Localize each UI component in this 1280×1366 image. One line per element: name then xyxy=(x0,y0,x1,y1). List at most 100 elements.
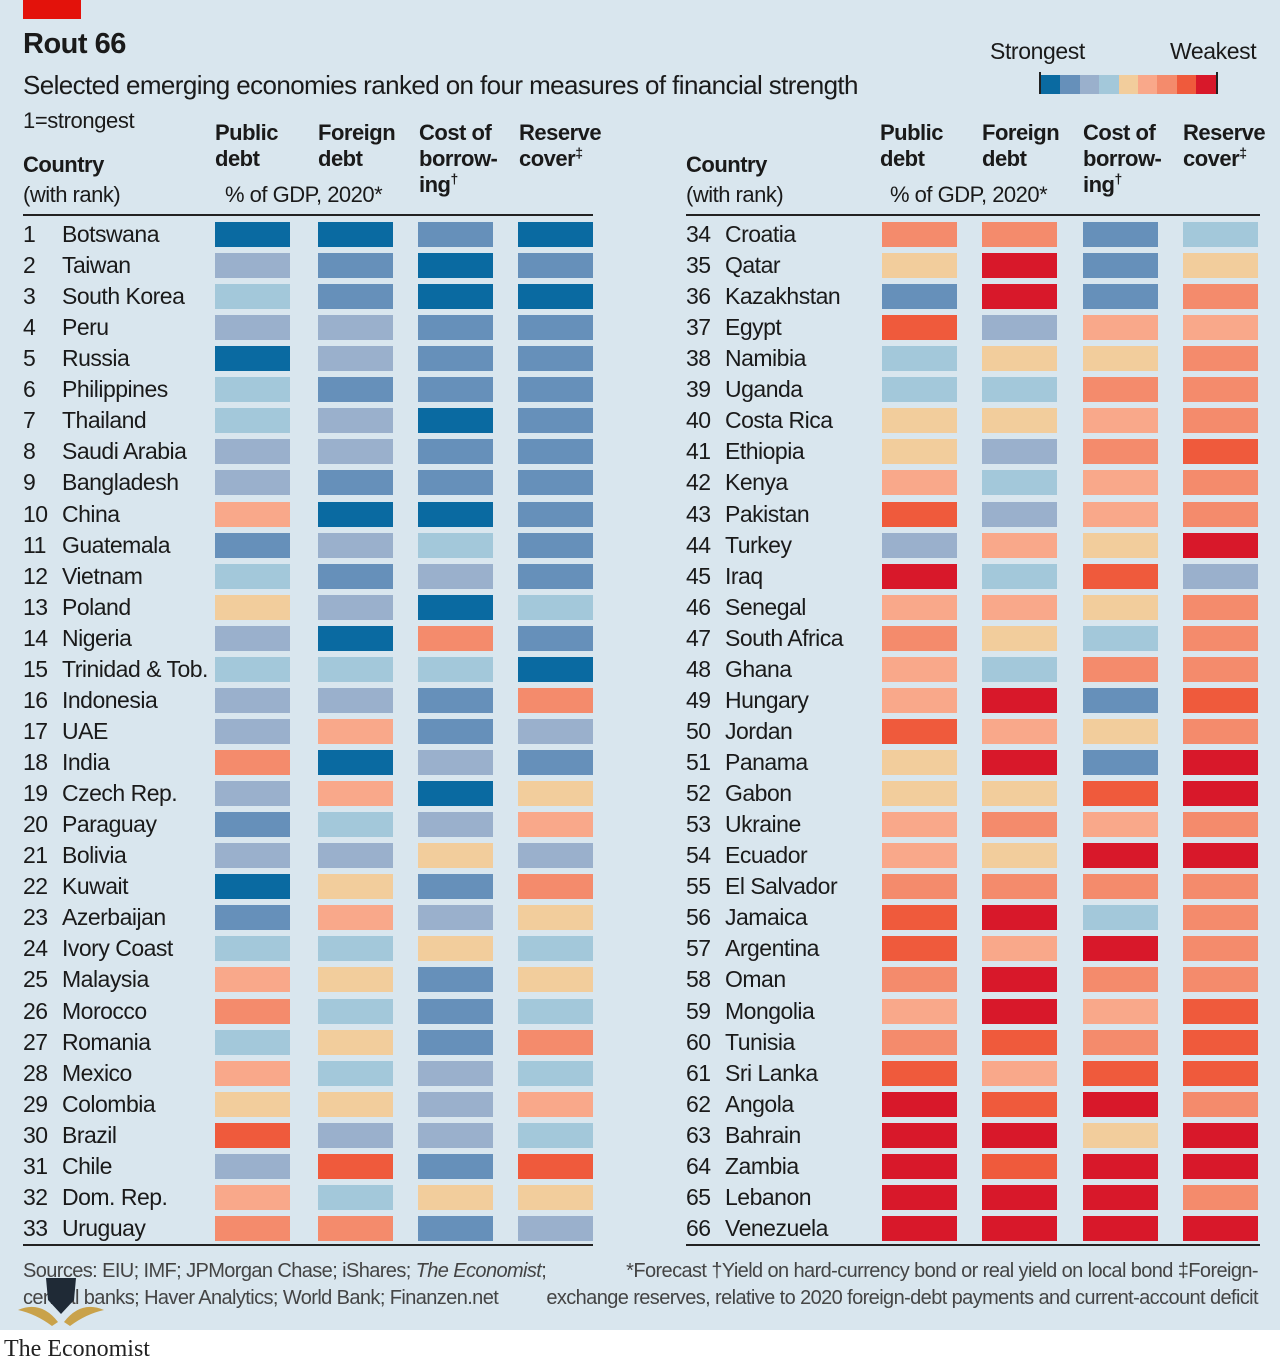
double-dagger-mark: ‡ xyxy=(1239,144,1247,161)
heat-cell-reserve-cover xyxy=(1183,967,1258,993)
row-rank: 41 xyxy=(686,438,711,465)
row-country: Argentina xyxy=(725,935,819,962)
row-rank: 12 xyxy=(23,562,48,589)
row-country: Romania xyxy=(62,1028,151,1055)
row-rank: 16 xyxy=(23,686,48,713)
header-public-debt-line2: debt xyxy=(215,146,260,171)
brand-label: The Economist xyxy=(4,1336,150,1362)
row-country: Tunisia xyxy=(725,1028,795,1055)
table-row: 42 Kenya xyxy=(686,468,1260,499)
table-row: 66 Venezuela xyxy=(686,1214,1260,1245)
heat-cell-cost-of-borrowing xyxy=(1083,532,1158,558)
row-country: Kenya xyxy=(725,469,788,496)
table-row: 18 India xyxy=(23,748,593,779)
heat-cell-reserve-cover xyxy=(1183,594,1258,620)
row-rank: 15 xyxy=(23,655,48,682)
table-row: 31 Chile xyxy=(23,1152,593,1183)
row-rank: 7 xyxy=(23,407,36,434)
row-country: Azerbaijan xyxy=(62,904,166,931)
heat-cell-public-debt xyxy=(882,1184,957,1210)
heat-cell-cost-of-borrowing xyxy=(418,1184,493,1210)
header-public-debt-line1: Public xyxy=(215,120,279,145)
heat-cell-public-debt xyxy=(882,967,957,993)
row-rank: 31 xyxy=(23,1152,48,1179)
heat-cell-public-debt xyxy=(215,346,290,372)
heat-cell-reserve-cover xyxy=(518,874,593,900)
row-country: Ecuador xyxy=(725,842,808,869)
legend-swatch xyxy=(1099,75,1119,94)
heat-cell-foreign-debt xyxy=(982,532,1057,558)
heat-cell-reserve-cover xyxy=(1183,998,1258,1024)
row-country: Ethiopia xyxy=(725,438,805,465)
row-country: Pakistan xyxy=(725,500,810,527)
heat-cell-cost-of-borrowing xyxy=(418,874,493,900)
table-row: 65 Lebanon xyxy=(686,1183,1260,1214)
row-rank: 25 xyxy=(23,966,48,993)
heat-cell-reserve-cover xyxy=(518,625,593,651)
table-row: 30 Brazil xyxy=(23,1121,593,1152)
table-row: 56 Jamaica xyxy=(686,903,1260,934)
heat-cell-reserve-cover xyxy=(518,253,593,279)
heat-cell-reserve-cover xyxy=(1183,253,1258,279)
table-row: 17 UAE xyxy=(23,717,593,748)
heat-cell-public-debt xyxy=(882,1091,957,1117)
row-rank: 51 xyxy=(686,749,711,776)
table-row: 52 Gabon xyxy=(686,779,1260,810)
heat-cell-foreign-debt xyxy=(318,936,393,962)
heat-cell-cost-of-borrowing xyxy=(418,625,493,651)
heat-cell-public-debt xyxy=(215,1184,290,1210)
heat-cell-cost-of-borrowing xyxy=(1083,563,1158,589)
heat-cell-cost-of-borrowing xyxy=(418,998,493,1024)
table-row: 28 Mexico xyxy=(23,1059,593,1090)
heat-cell-reserve-cover xyxy=(518,718,593,744)
heat-cell-foreign-debt xyxy=(982,687,1057,713)
heat-cell-reserve-cover xyxy=(1183,874,1258,900)
row-country: Brazil xyxy=(62,1121,117,1148)
heat-cell-foreign-debt xyxy=(982,470,1057,496)
row-rank: 32 xyxy=(23,1183,48,1210)
row-country: South Africa xyxy=(725,624,844,651)
sources-line1: Sources: EIU; IMF; JPMorgan Chase; iShar… xyxy=(23,1260,416,1282)
heat-cell-foreign-debt xyxy=(318,625,393,651)
row-rank: 49 xyxy=(686,686,711,713)
header-reserve-cover: Reserve cover‡ xyxy=(519,120,602,172)
heat-cell-cost-of-borrowing xyxy=(418,905,493,931)
heat-cell-reserve-cover xyxy=(1183,222,1258,247)
heat-cell-reserve-cover xyxy=(1183,1029,1258,1055)
heat-cell-cost-of-borrowing xyxy=(1083,284,1158,310)
heat-cell-public-debt xyxy=(882,905,957,931)
header-rule xyxy=(23,214,593,216)
heat-cell-reserve-cover xyxy=(1183,843,1258,869)
heat-cell-reserve-cover xyxy=(1183,750,1258,776)
heat-cell-reserve-cover xyxy=(1183,1215,1258,1241)
heat-cell-reserve-cover xyxy=(518,1060,593,1086)
header-country: Country xyxy=(23,152,104,177)
heat-cell-public-debt xyxy=(215,781,290,807)
row-rank: 6 xyxy=(23,376,36,403)
row-country: Panama xyxy=(725,749,808,776)
sources-economist: The Economist xyxy=(415,1260,542,1282)
table-row: 46 Senegal xyxy=(686,593,1260,624)
header-unit: % of GDP, 2020* xyxy=(225,182,383,207)
row-country: Croatia xyxy=(725,221,796,247)
heat-cell-public-debt xyxy=(882,377,957,403)
heat-cell-cost-of-borrowing xyxy=(1083,253,1158,279)
row-country: Chile xyxy=(62,1152,112,1179)
heat-cell-cost-of-borrowing xyxy=(1083,470,1158,496)
heat-cell-cost-of-borrowing xyxy=(1083,439,1158,465)
table-row: 45 Iraq xyxy=(686,562,1260,593)
heat-cell-cost-of-borrowing xyxy=(1083,781,1158,807)
row-rank: 46 xyxy=(686,593,711,620)
heat-cell-foreign-debt xyxy=(982,998,1057,1024)
row-rank: 56 xyxy=(686,904,711,931)
heat-cell-foreign-debt xyxy=(982,377,1057,403)
heat-cell-public-debt xyxy=(215,563,290,589)
header-public-debt-line2: debt xyxy=(880,146,925,171)
row-country: Hungary xyxy=(725,686,809,713)
heat-cell-foreign-debt xyxy=(982,781,1057,807)
table-row: 35 Qatar xyxy=(686,251,1260,282)
row-rank: 5 xyxy=(23,345,36,372)
heat-cell-reserve-cover xyxy=(1183,439,1258,465)
row-country: Uruguay xyxy=(62,1214,146,1241)
row-country: Senegal xyxy=(725,593,806,620)
